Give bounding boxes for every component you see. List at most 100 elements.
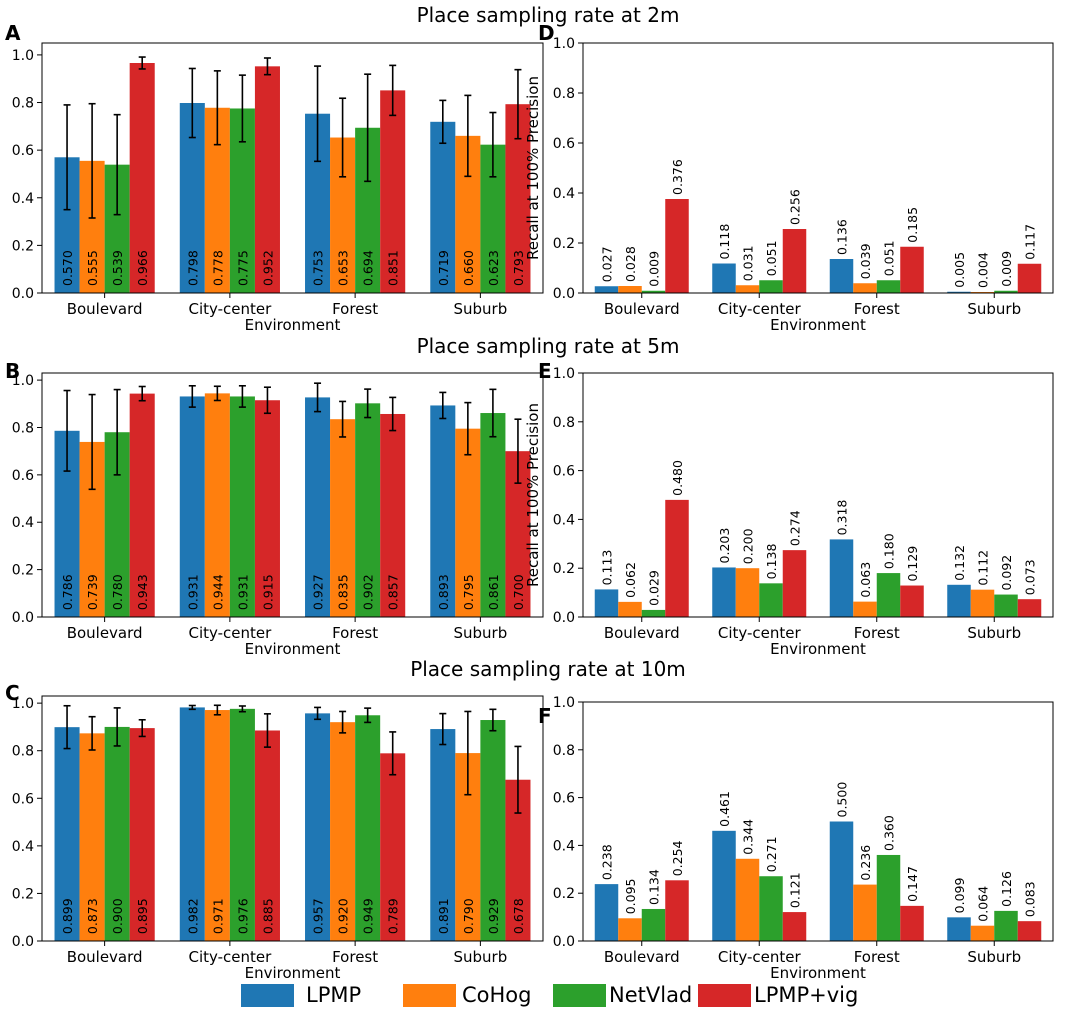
y-tick-label: 0.0 xyxy=(553,934,575,950)
bar-C-NetVlad-Suburb xyxy=(480,720,506,941)
data-label: 0.857 xyxy=(386,574,401,610)
data-label: 0.027 xyxy=(600,246,615,282)
bar-D-LPMP+vig-Suburb xyxy=(1017,263,1042,293)
chart-F: F 0.0 0.2 0.4 0.6 0.8 1.0 0.238 0.095 0.134 0.254 B… xyxy=(538,695,1054,982)
bar-B-LPMP-City-center xyxy=(179,396,205,617)
data-label: 0.004 xyxy=(976,252,991,288)
y-tick-label: 0.8 xyxy=(553,86,575,102)
data-label: 0.931 xyxy=(185,574,200,610)
bar-D-NetVlad-Suburb xyxy=(994,290,1018,293)
bar-D-CoHog-Boulevard xyxy=(618,286,642,293)
y-tick-label: 0.4 xyxy=(553,838,575,854)
y-tick-label: 1.0 xyxy=(553,695,575,711)
data-label: 0.555 xyxy=(85,250,100,286)
row-title-5m: Place sampling rate at 5m xyxy=(417,334,680,358)
data-label: 0.971 xyxy=(210,898,225,934)
bar-F-CoHog-City-center xyxy=(735,858,760,941)
data-label: 0.943 xyxy=(135,574,150,610)
chart-E: E 0.0 0.2 0.4 0.6 0.8 1.0 0.113 0.062 0.029 0.480 B… xyxy=(524,359,1054,658)
bar-E-LPMP-Forest xyxy=(829,539,854,617)
data-label: 0.095 xyxy=(623,878,638,914)
data-label: 0.117 xyxy=(1023,224,1038,260)
y-tick-label: 0.6 xyxy=(553,464,575,480)
data-label: 0.539 xyxy=(110,250,125,286)
row-title-2m: Place sampling rate at 2m xyxy=(417,3,680,27)
data-label: 0.461 xyxy=(717,791,732,827)
data-label: 0.099 xyxy=(952,878,967,914)
data-label: 0.200 xyxy=(741,528,756,564)
data-label: 0.271 xyxy=(764,836,779,872)
y-tick-label: 0.6 xyxy=(553,791,575,807)
data-label: 0.789 xyxy=(386,898,401,934)
data-label: 0.660 xyxy=(461,250,476,286)
x-tick-label: Boulevard xyxy=(67,948,143,966)
bar-F-NetVlad-Boulevard xyxy=(641,908,666,941)
y-tick-label: 0.0 xyxy=(12,934,34,950)
y-tick-label: 0.0 xyxy=(553,610,575,626)
data-label: 0.132 xyxy=(952,545,967,581)
bar-C-NetVlad-Boulevard xyxy=(104,726,130,941)
data-label: 0.700 xyxy=(511,574,526,610)
bar-E-NetVlad-Boulevard xyxy=(641,609,666,617)
x-tick-label: Forest xyxy=(332,948,378,966)
data-label: 0.982 xyxy=(185,898,200,934)
y-tick-label: 0.4 xyxy=(12,515,34,531)
legend-swatch-NetVlad xyxy=(553,984,606,1007)
data-label: 0.185 xyxy=(905,207,920,243)
data-label: 0.203 xyxy=(717,528,732,564)
data-label: 0.570 xyxy=(60,250,75,286)
panel-label-E: E xyxy=(538,359,552,383)
data-label: 0.009 xyxy=(647,251,662,287)
bar-D-CoHog-City-center xyxy=(735,285,760,293)
y-tick-label: 0.8 xyxy=(12,96,34,112)
data-label: 0.344 xyxy=(741,819,756,855)
x-tick-label: Boulevard xyxy=(67,624,143,642)
bar-F-NetVlad-Suburb xyxy=(994,910,1018,941)
y-axis-label: Recall at 100% Precision xyxy=(524,76,542,260)
data-label: 0.376 xyxy=(670,159,685,195)
data-label: 0.902 xyxy=(361,574,376,610)
bar-F-LPMP-Forest xyxy=(829,821,854,941)
data-label: 0.073 xyxy=(1023,559,1038,595)
y-tick-label: 0.6 xyxy=(12,791,34,807)
bar-F-LPMP+vig-Forest xyxy=(900,905,924,941)
bar-F-LPMP+vig-City-center xyxy=(782,912,807,941)
plot-frame xyxy=(41,372,544,618)
bar-B-LPMP+vig-City-center xyxy=(254,400,280,617)
bar-C-LPMP+vig-Boulevard xyxy=(129,728,155,941)
data-label: 0.113 xyxy=(600,550,615,586)
bar-B-LPMP-Suburb xyxy=(430,405,456,617)
bar-D-LPMP+vig-Forest xyxy=(900,246,924,293)
x-tick-label: City-center xyxy=(188,948,272,966)
data-label: 0.739 xyxy=(85,574,100,610)
data-label: 0.678 xyxy=(511,898,526,934)
y-tick-label: 1.0 xyxy=(553,366,575,382)
y-tick-label: 0.2 xyxy=(553,236,575,252)
data-label: 0.256 xyxy=(788,189,803,225)
y-axis-label: Mean AUC xyxy=(0,780,1,857)
bar-C-NetVlad-City-center xyxy=(229,708,255,941)
x-axis-label: Environment xyxy=(245,964,341,982)
data-label: 0.861 xyxy=(486,574,501,610)
data-label: 0.121 xyxy=(788,872,803,908)
bar-F-LPMP-Suburb xyxy=(947,917,971,941)
x-tick-label: Forest xyxy=(854,948,900,966)
x-tick-label: City-center xyxy=(718,948,802,966)
legend-label-LPMP+vig: LPMP+vig xyxy=(754,983,858,1007)
bar-D-NetVlad-Forest xyxy=(876,280,901,293)
bar-F-LPMP+vig-Suburb xyxy=(1017,921,1042,941)
chart-A: A 0.0 0.2 0.4 0.6 0.8 1.0 0.570 0.555 0.539 0.966 B… xyxy=(0,21,544,334)
y-tick-label: 0.6 xyxy=(553,136,575,152)
y-tick-label: 1.0 xyxy=(12,696,34,712)
bar-F-CoHog-Forest xyxy=(853,884,877,941)
data-label: 0.500 xyxy=(835,782,850,818)
legend-swatch-LPMP xyxy=(241,984,294,1007)
bar-C-LPMP-Boulevard xyxy=(54,727,80,941)
data-label: 0.786 xyxy=(60,574,75,610)
legend: LPMP CoHog NetVlad LPMP+vig xyxy=(241,983,858,1007)
row-title-10m: Place sampling rate at 10m xyxy=(410,657,686,681)
data-label: 0.952 xyxy=(260,250,275,286)
x-tick-label: Suburb xyxy=(967,300,1021,318)
data-label: 0.895 xyxy=(135,898,150,934)
